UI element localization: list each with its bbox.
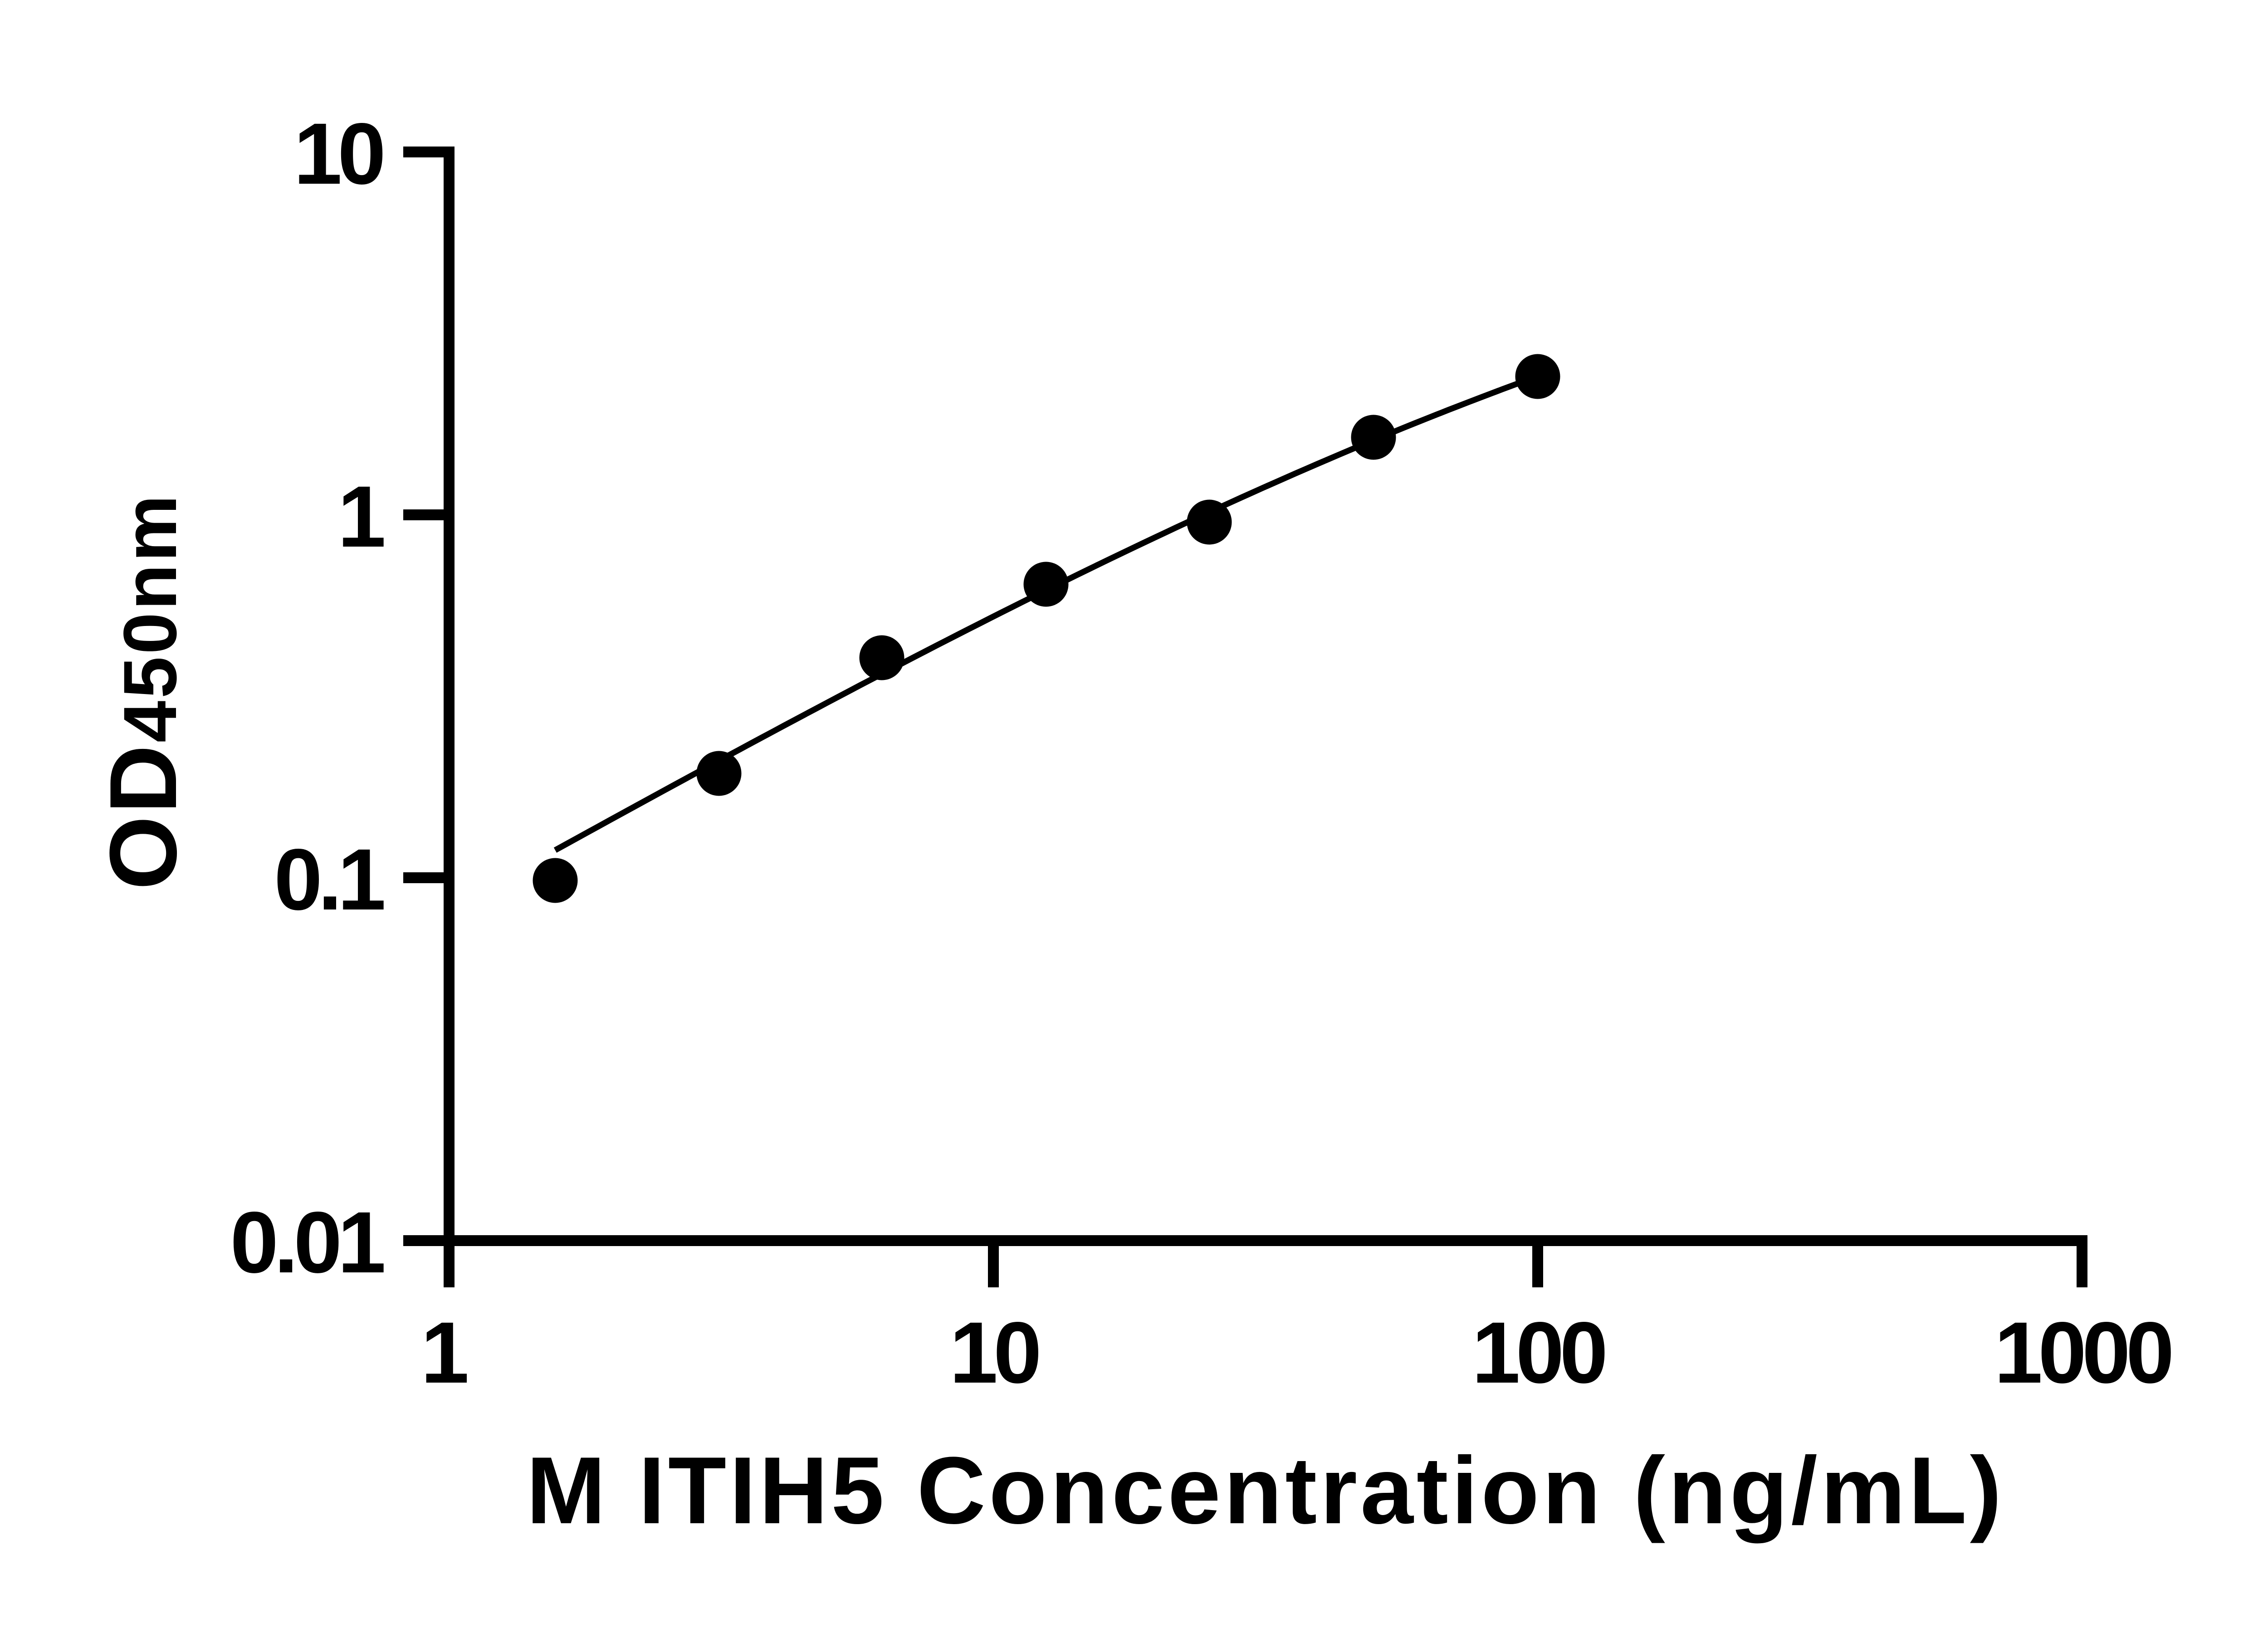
svg-text:100: 100 (1472, 1304, 1605, 1401)
svg-text:0.01: 0.01 (230, 1193, 384, 1291)
svg-text:10: 10 (293, 105, 382, 202)
svg-text:M ITIH5 Concentration (ng/mL): M ITIH5 Concentration (ng/mL) (526, 1437, 2004, 1544)
svg-text:1000: 1000 (1994, 1304, 2170, 1401)
svg-text:10: 10 (949, 1304, 1038, 1401)
svg-text:OD450nm: OD450nm (90, 493, 196, 890)
svg-text:1: 1 (421, 1304, 467, 1401)
svg-text:0.1: 0.1 (274, 831, 384, 928)
svg-text:1: 1 (337, 468, 384, 565)
